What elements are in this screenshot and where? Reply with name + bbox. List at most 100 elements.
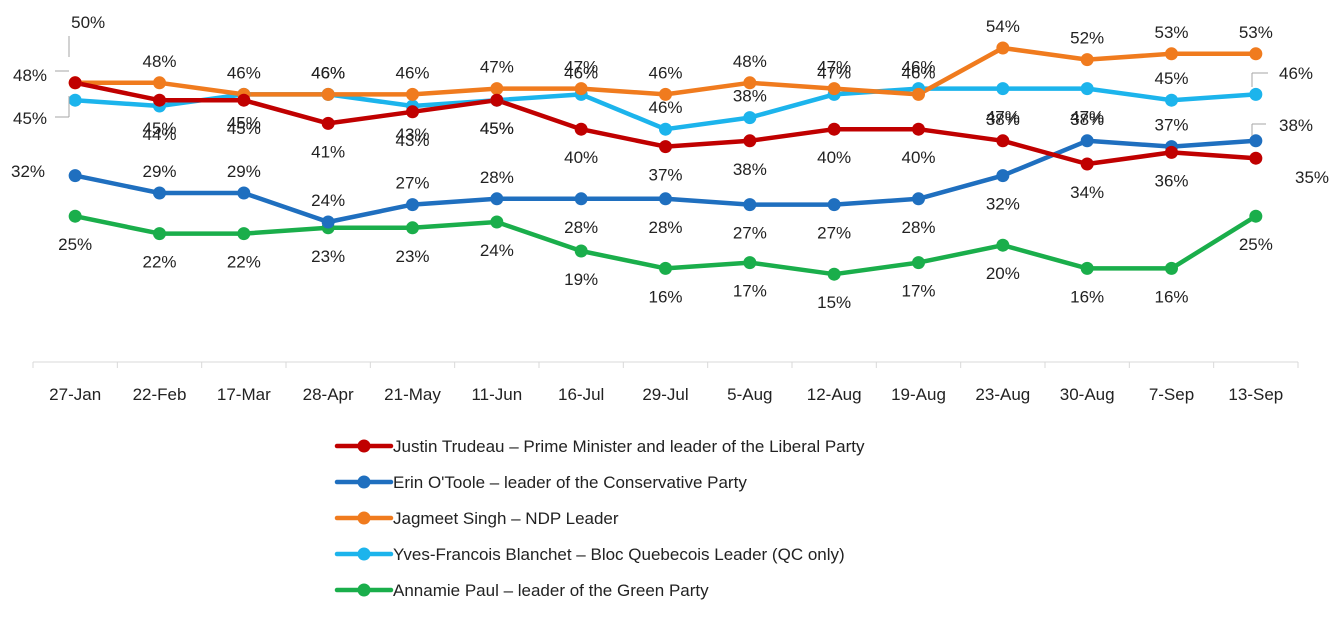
data-label: 27%: [395, 174, 429, 193]
data-point: [659, 261, 672, 275]
data-label: 24%: [311, 191, 345, 210]
data-label: 46%: [311, 63, 345, 82]
data-point: [743, 76, 757, 90]
data-label: 45%: [480, 119, 514, 138]
data-point: [237, 93, 251, 107]
data-label: 53%: [1239, 23, 1273, 42]
x-tick-label: 11-Jun: [471, 385, 522, 404]
data-point: [237, 227, 251, 241]
data-label: 45%: [142, 119, 176, 138]
data-point: [406, 105, 419, 119]
data-label: 22%: [142, 253, 176, 272]
data-point: [1249, 47, 1263, 61]
x-tick-label: 29-Jul: [642, 385, 688, 404]
data-point: [1165, 47, 1178, 61]
data-point: [1249, 134, 1263, 148]
data-point: [743, 198, 757, 212]
x-tick-label: 27-Jan: [49, 385, 101, 404]
data-label: 23%: [395, 247, 429, 266]
data-label: 28%: [480, 168, 514, 187]
data-label: 43%: [395, 125, 429, 144]
legend-entry-label: Annamie Paul – leader of the Green Party: [393, 581, 709, 600]
data-point: [490, 93, 504, 107]
data-point: [1080, 157, 1094, 171]
data-label: 46%: [1279, 64, 1313, 83]
legend-swatch-marker: [357, 511, 371, 525]
data-point: [1249, 87, 1263, 101]
data-point: [659, 122, 672, 136]
data-point: [574, 82, 588, 96]
data-label: 20%: [986, 264, 1020, 283]
data-label: 25%: [58, 235, 92, 254]
data-label: 17%: [901, 282, 935, 301]
data-point: [996, 238, 1010, 252]
data-point: [153, 186, 166, 200]
data-label: 46%: [901, 63, 935, 82]
data-point: [574, 244, 588, 258]
data-point: [743, 111, 757, 125]
data-label: 17%: [733, 282, 767, 301]
data-point: [1080, 134, 1094, 148]
data-label: 29%: [142, 162, 176, 181]
data-label: 40%: [901, 148, 935, 167]
x-tick-label: 12-Aug: [807, 385, 862, 404]
data-point: [996, 41, 1010, 55]
legend-swatch-marker: [357, 583, 371, 597]
data-label: 46%: [311, 63, 345, 82]
data-label: 48%: [142, 52, 176, 71]
data-point: [1080, 53, 1094, 67]
data-point: [406, 221, 419, 235]
data-label: 16%: [1154, 287, 1188, 306]
data-point: [912, 256, 925, 270]
data-label: 47%: [817, 58, 851, 77]
data-point: [659, 140, 672, 154]
data-label: 27%: [817, 224, 851, 243]
data-point: [827, 82, 841, 96]
data-label: 36%: [1154, 171, 1188, 190]
data-point: [1249, 209, 1263, 223]
data-point: [912, 192, 925, 206]
data-label: 46%: [648, 63, 682, 82]
data-label: 47%: [1070, 108, 1104, 127]
x-tick-label: 7-Sep: [1149, 385, 1194, 404]
legend-swatch-marker: [357, 475, 371, 489]
data-label: 43%: [395, 131, 429, 150]
data-point: [490, 192, 504, 206]
x-tick-label: 23-Aug: [975, 385, 1030, 404]
x-tick-label: 19-Aug: [891, 385, 946, 404]
data-point: [912, 122, 925, 136]
data-label: 41%: [311, 142, 345, 161]
data-point: [1165, 93, 1178, 107]
data-label: 50%: [71, 13, 105, 32]
data-label: 38%: [733, 87, 767, 106]
data-label: 38%: [1070, 110, 1104, 129]
data-label: 46%: [564, 63, 598, 82]
x-tick-label: 30-Aug: [1060, 385, 1115, 404]
data-point: [743, 256, 757, 270]
x-tick-label: 28-Apr: [303, 385, 354, 404]
data-label: 29%: [227, 162, 261, 181]
data-point: [996, 134, 1010, 148]
data-label: 47%: [564, 58, 598, 77]
data-point: [1080, 261, 1094, 275]
data-point: [153, 227, 166, 241]
data-label: 47%: [986, 108, 1020, 127]
data-label: 34%: [1070, 183, 1104, 202]
data-label: 46%: [395, 63, 429, 82]
data-label: 28%: [901, 218, 935, 237]
data-label: 19%: [564, 270, 598, 289]
data-point: [996, 82, 1010, 96]
x-axis: 27-Jan 22-Feb 17-Mar 28-Apr 21-May 11-Jun 16-J…: [32, 361, 1299, 404]
data-point: [68, 169, 82, 183]
data-point: [321, 215, 335, 229]
data-label: 28%: [648, 218, 682, 237]
data-label: 38%: [986, 110, 1020, 129]
data-point: [827, 122, 841, 136]
data-label: 15%: [817, 293, 851, 312]
data-point: [406, 198, 419, 212]
data-label: 16%: [1070, 287, 1104, 306]
data-labels: 48%45% 45%41%43%45%40%37% 38%40% 40%38%34%3…: [11, 13, 1329, 312]
data-point: [68, 209, 82, 223]
data-point: [743, 134, 757, 148]
